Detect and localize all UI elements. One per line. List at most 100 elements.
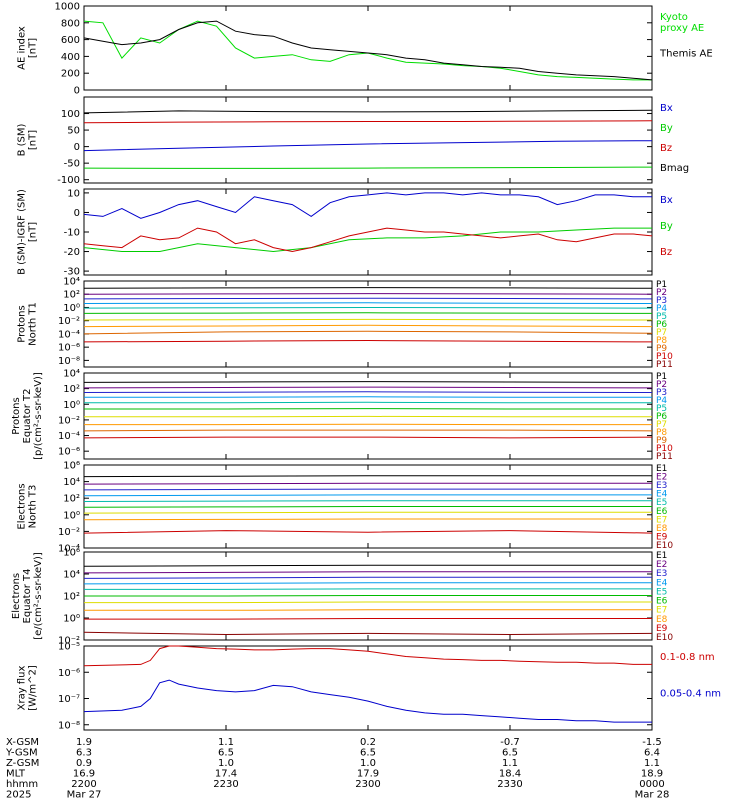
legend-entry: Bx (660, 103, 673, 114)
legend-entry: P4 (656, 304, 667, 314)
y-axis-label: [e/(cm²-s-sr-keV)] (33, 552, 44, 640)
series-line-p2 (83, 293, 653, 295)
series-line-p1 (83, 381, 653, 383)
y-tick-label: 10⁻² (58, 636, 80, 647)
legend-entry: P1 (656, 372, 667, 382)
series-line-0-1-0-8-nm (83, 645, 652, 667)
legend-entry: P11 (656, 452, 673, 462)
y-tick-label: 10⁴ (63, 277, 80, 288)
series-line-e6 (83, 506, 652, 508)
x-tick-label: Mar 28 (635, 790, 670, 800)
y-tick-label: 50 (67, 126, 80, 137)
y-tick-label: 0 (74, 86, 80, 97)
x-tick-label: 6.5 (502, 748, 518, 759)
series-line-p4 (83, 302, 653, 304)
legend-entry: P4 (656, 396, 667, 406)
legend-entry: E4 (656, 578, 668, 588)
y-tick-label: 800 (61, 18, 80, 29)
legend-entry: E6 (656, 597, 668, 607)
y-tick-label: 10⁻² (58, 527, 80, 538)
x-tick-label: 6.3 (76, 748, 92, 759)
legend-entry: E1 (656, 551, 667, 561)
y-axis-label: Protons (11, 397, 22, 434)
series-line-bz (83, 120, 653, 124)
y-tick-label: 10⁴ (63, 369, 80, 380)
series-line-p3 (83, 297, 653, 300)
legend-entry: P11 (656, 360, 673, 370)
x-tick-label: 17.4 (215, 769, 237, 780)
y-tick-label: 10⁻⁴ (58, 544, 80, 555)
y-tick-label: -30 (64, 267, 80, 278)
y-axis-label: Electrons (11, 573, 22, 619)
legend-entry: P3 (656, 388, 667, 398)
series-line-e3 (83, 488, 652, 491)
y-tick-label: 10⁴ (63, 477, 80, 488)
legend-entry: E9 (656, 532, 668, 542)
series-line-themis-ae (83, 20, 653, 81)
y-tick-label: 10² (63, 592, 80, 603)
y-tick-label: 10⁻⁴ (58, 431, 80, 442)
x-row-label: X-GSM (6, 737, 39, 748)
legend-entry: E1 (656, 464, 667, 474)
x-row-label: Z-GSM (6, 758, 39, 769)
legend-entry: P10 (656, 352, 673, 362)
y-tick-label: 10⁻² (58, 415, 80, 426)
series-line-p2 (83, 386, 653, 389)
x-tick-label: 6.5 (218, 748, 234, 759)
legend-entry: P2 (656, 288, 667, 298)
legend-entry: E10 (656, 541, 673, 551)
y-axis-label: Equator T4 (22, 569, 33, 624)
legend-entry: P9 (656, 344, 667, 354)
x-row-label: 2025 (6, 790, 31, 800)
x-tick-label: 1.0 (360, 758, 376, 769)
y-tick-label: 200 (61, 69, 80, 80)
y-tick-label: 10² (63, 384, 80, 395)
legend-entry: E9 (656, 624, 668, 634)
legend-entry: P6 (656, 412, 667, 422)
x-tick-label: 2200 (71, 779, 96, 790)
panel-2: -100 -50 0 50 100 B (SM) [nT] Bx By Bz Bmag (17, 96, 689, 186)
series-line-p9 (83, 330, 653, 335)
x-tick-label: 0.2 (360, 737, 376, 748)
legend-entry: 0.05-0.4 nm (660, 689, 721, 700)
legend-entry: P8 (656, 428, 667, 438)
series-line-e1 (83, 475, 652, 478)
series-line-e5 (84, 588, 652, 590)
y-axis-label: North T1 (28, 302, 39, 346)
series-line-bx (83, 192, 652, 219)
legend-entry: By (660, 221, 673, 232)
y-tick-label: 10⁻⁶ (58, 343, 80, 354)
y-tick-label: 10⁶ (63, 548, 80, 559)
legend-entry: P10 (656, 444, 673, 454)
x-tick-label: Mar 27 (67, 790, 102, 800)
y-tick-label: 10⁻⁴ (58, 329, 80, 340)
y-axis-label: AE index (17, 26, 28, 70)
y-tick-label: 400 (61, 52, 80, 63)
legend-entry: Kyoto (660, 12, 688, 23)
legend-entry: E7 (656, 515, 667, 525)
legend-entry: E8 (656, 615, 668, 625)
x-tick-label: 1.1 (218, 737, 234, 748)
series-line-p10 (83, 339, 653, 343)
series-line-p5 (83, 306, 653, 309)
legend-entry: E2 (656, 560, 667, 570)
x-tick-label: 1.1 (502, 758, 518, 769)
y-tick-label: 10⁻² (58, 316, 80, 327)
series-line-e7 (84, 601, 652, 604)
y-tick-label: 1000 (55, 2, 80, 13)
y-tick-label: 10⁰ (63, 303, 80, 314)
x-tick-label: 1.1 (644, 758, 660, 769)
y-axis-label: [nT] (28, 130, 39, 150)
x-tick-label: 1.0 (218, 758, 234, 769)
series-line-p8 (83, 324, 653, 328)
legend-entry: E4 (656, 490, 668, 500)
legend-entry: P3 (656, 296, 667, 306)
panel-4: 10⁻⁸ 10⁻⁶ 10⁻⁴ 10⁻² 10⁰ 10² 10⁴ Protons North T1… (17, 277, 674, 371)
x-tick-label: 18.4 (499, 769, 521, 780)
series-line-bz (83, 227, 653, 253)
y-tick-label: 0 (74, 208, 80, 219)
y-tick-label: 10⁻⁶ (58, 447, 80, 458)
series-line-e4 (83, 582, 652, 585)
x-row-label: MLT (6, 769, 26, 780)
legend-entry: proxy AE (660, 23, 704, 34)
